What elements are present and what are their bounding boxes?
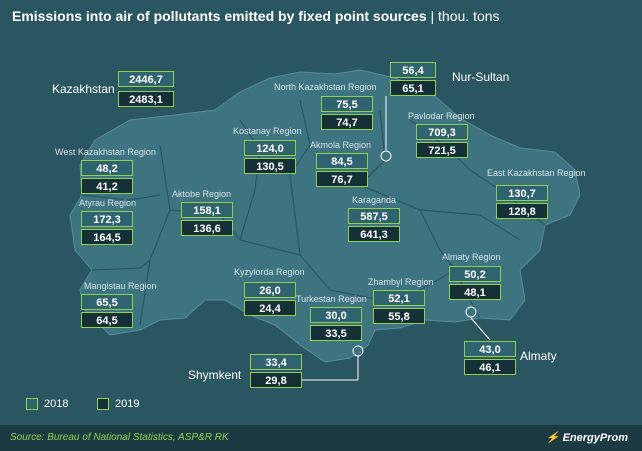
turkestan-value-2018: 30,0: [310, 307, 362, 323]
west-kazakhstan-value-2019: 41,2: [81, 178, 133, 194]
title-main: Emissions into air of pollutants emitted…: [12, 8, 427, 24]
mangistau-value-2018: 65,5: [81, 294, 133, 310]
karaganda-value-2018: 587,5: [348, 208, 400, 224]
zhambyl-value-2019: 55,8: [373, 308, 425, 324]
brand-name: EnergyProm: [562, 432, 628, 444]
east-kazakhstan-value-2019: 128,8: [496, 203, 548, 219]
akmola-value-2019: 76,7: [316, 171, 368, 187]
brand-logo: ⚡ EnergyProm: [546, 431, 628, 444]
karaganda-value-2019: 641,3: [348, 226, 400, 242]
national-label: Kazakhstan: [52, 82, 115, 96]
shymkent-value-2018: 33,4: [250, 354, 302, 370]
aktobe-value-2019: 136,6: [181, 220, 233, 236]
region-border: [419, 209, 521, 241]
page-title: Emissions into air of pollutants emitted…: [12, 8, 500, 24]
region-border: [139, 144, 171, 326]
kostanay-label: Kostanay Region: [233, 126, 302, 136]
karaganda-label: Karaganda: [352, 195, 397, 205]
source-note: Source: Bureau of National Statistics, A…: [10, 432, 229, 443]
mangistau-value-2019: 64,5: [81, 312, 133, 328]
kyzylorda-value-2018: 26,0: [244, 282, 296, 298]
west-kazakhstan-label: West Kazakhstan Region: [55, 147, 156, 157]
national-value-2018: 2446,7: [118, 71, 174, 87]
zhambyl-value-2018: 52,1: [373, 290, 425, 306]
nur-sultan-label: Nur-Sultan: [452, 70, 510, 84]
shymkent-marker: [352, 345, 364, 357]
region-border: [81, 194, 161, 201]
east-kazakhstan-value-2018: 130,7: [496, 185, 548, 201]
almaty-region-value-2019: 48,1: [449, 284, 501, 300]
national-value-2019: 2483,1: [118, 91, 174, 107]
region-border: [409, 119, 546, 226]
almaty-city-label: Almaty: [520, 349, 557, 363]
almaty-region-value-2018: 50,2: [449, 266, 501, 282]
turkestan-label: Turkestan Region: [296, 294, 367, 304]
atyrau-value-2019: 164,5: [81, 229, 133, 245]
legend-swatch-2018: [26, 398, 38, 410]
lightning-icon: ⚡: [545, 432, 560, 444]
kostanay-value-2018: 124,0: [244, 140, 296, 156]
almaty-city-value-2018: 43,0: [464, 341, 516, 357]
west-kazakhstan-value-2018: 48,2: [81, 160, 133, 176]
kostanay-value-2019: 130,5: [244, 158, 296, 174]
legend-label-2018: 2018: [44, 398, 69, 410]
footer: Source: Bureau of National Statistics, A…: [0, 425, 642, 451]
east-kazakhstan-label: East Kazakhstan Region: [487, 168, 586, 178]
turkestan-value-2019: 33,5: [310, 325, 362, 341]
kyzylorda-label: Kyzylorda Region: [234, 267, 305, 277]
nur-sultan-value-2018: 56,4: [390, 62, 436, 78]
aktobe-label: Aktobe Region: [172, 189, 232, 199]
region-border: [289, 99, 311, 256]
atyrau-label: Atyrau Region: [79, 198, 137, 208]
aktobe-value-2018: 158,1: [181, 202, 233, 218]
almaty-region-label: Almaty Region: [442, 252, 501, 262]
north-kazakhstan-value-2019: 74,7: [321, 114, 373, 130]
legend-label-2019: 2019: [115, 398, 140, 410]
north-kazakhstan-value-2018: 75,5: [321, 96, 373, 112]
pavlodar-value-2018: 709,3: [416, 124, 468, 140]
kyzylorda-value-2019: 24,4: [244, 300, 296, 316]
pavlodar-value-2019: 721,5: [416, 142, 468, 158]
akmola-label: Akmola Region: [310, 140, 372, 150]
legend-swatch-2019: [97, 398, 109, 410]
north-kazakhstan-label: North Kazakhstan Region: [274, 82, 377, 92]
almaty-leader: [470, 317, 491, 341]
nur-sultan-marker: [380, 150, 392, 162]
almaty-city-value-2019: 46,1: [464, 359, 516, 375]
nur-sultan-value-2019: 65,1: [390, 80, 436, 96]
mangistau-label: Mangistau Region: [84, 281, 157, 291]
shymkent-label: Shymkent: [188, 368, 242, 382]
region-border: [91, 259, 151, 271]
atyrau-value-2018: 172,3: [81, 211, 133, 227]
zhambyl-label: Zhambyl Region: [368, 277, 434, 287]
almaty-marker: [465, 306, 477, 318]
akmola-value-2018: 84,5: [316, 153, 368, 169]
pavlodar-label: Pavlodar Region: [408, 111, 475, 121]
title-unit: | thou. tons: [430, 8, 500, 24]
shymkent-value-2019: 29,8: [250, 372, 302, 388]
